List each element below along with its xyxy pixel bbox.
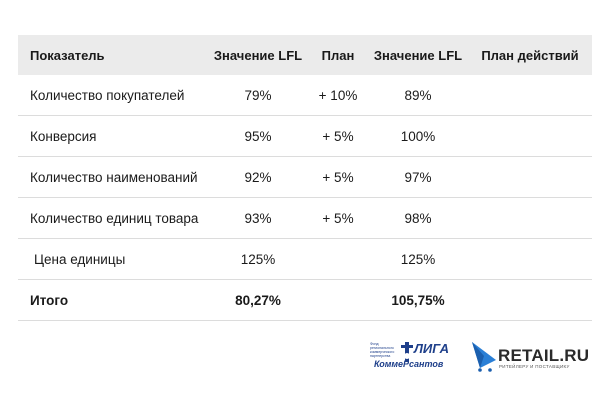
header-indicator: Показатель xyxy=(30,47,105,63)
row-action-plan xyxy=(468,75,592,116)
table-row: Количество наименований 92% + 5% 97% xyxy=(18,157,592,198)
lfl-table: Показатель Значение LFL План Значение LF… xyxy=(18,35,592,321)
total-row: Итого 80,27% 105,75% xyxy=(18,280,592,321)
row-lfl-value: 92% xyxy=(244,169,272,185)
row-action-plan xyxy=(468,239,592,280)
row-plan xyxy=(308,239,368,280)
table-row: Количество покупателей 79% + 10% 89% xyxy=(18,75,592,116)
table-row: Конверсия 95% + 5% 100% xyxy=(18,116,592,157)
row-lfl-value-2: 98% xyxy=(404,210,432,226)
row-label: Цена единицы xyxy=(34,251,126,267)
row-label: Количество единиц товара xyxy=(30,210,199,226)
total-lfl-value-2: 105,75% xyxy=(391,292,445,308)
row-lfl-value: 93% xyxy=(244,210,272,226)
row-label: Конверсия xyxy=(30,128,97,144)
row-action-plan xyxy=(468,157,592,198)
row-plan: + 5% xyxy=(322,128,354,144)
header-lfl-value-2: Значение LFL xyxy=(373,47,463,63)
row-label: Количество наименований xyxy=(30,169,198,185)
row-plan: + 10% xyxy=(318,87,358,103)
retail-ru-word: RETAIL.RU xyxy=(498,346,590,365)
liga-emblem-icon xyxy=(401,342,413,362)
row-lfl-value-2: 97% xyxy=(404,169,432,185)
retail-ru-tagline: РИТЕЙЛЕРУ И ПОСТАВЩИКУ xyxy=(499,364,570,369)
row-plan: + 5% xyxy=(322,210,354,226)
header-lfl-value: Значение LFL xyxy=(213,47,303,63)
total-plan xyxy=(308,280,368,321)
row-lfl-value: 125% xyxy=(240,251,276,267)
total-lfl-value: 80,27% xyxy=(235,292,281,308)
row-lfl-value-2: 89% xyxy=(404,87,432,103)
liga-small-caption: Фонд регионального коммерческого партнер… xyxy=(370,342,395,358)
row-label: Количество покупателей xyxy=(30,87,185,103)
shopping-cart-icon xyxy=(472,342,496,372)
header-plan: План xyxy=(321,47,355,63)
row-plan: + 5% xyxy=(322,169,354,185)
total-action-plan xyxy=(468,280,592,321)
table-header-row: Показатель Значение LFL План Значение LF… xyxy=(18,35,592,75)
row-lfl-value-2: 125% xyxy=(400,251,436,267)
header-action-plan: План действий xyxy=(481,47,579,63)
table-row: Цена единицы 125% 125% xyxy=(18,239,592,280)
row-lfl-value: 79% xyxy=(244,87,272,103)
lfl-table-container: Показатель Значение LFL План Значение LF… xyxy=(18,35,592,321)
logos-area: Фонд регионального коммерческого партнер… xyxy=(360,336,590,380)
liga-kommersantov-logo: Фонд регионального коммерческого партнер… xyxy=(370,340,454,374)
total-label: Итого xyxy=(30,292,69,308)
row-action-plan xyxy=(468,198,592,239)
row-lfl-value-2: 100% xyxy=(400,128,436,144)
retail-ru-logo: RETAIL.RU РИТЕЙЛЕРУ И ПОСТАВЩИКУ xyxy=(470,338,590,378)
liga-word: ЛИГА xyxy=(414,341,449,356)
table-row: Количество единиц товара 93% + 5% 98% xyxy=(18,198,592,239)
row-lfl-value: 95% xyxy=(244,128,272,144)
row-action-plan xyxy=(468,116,592,157)
liga-kommersantov-word: КоммеРсантов xyxy=(374,359,444,369)
